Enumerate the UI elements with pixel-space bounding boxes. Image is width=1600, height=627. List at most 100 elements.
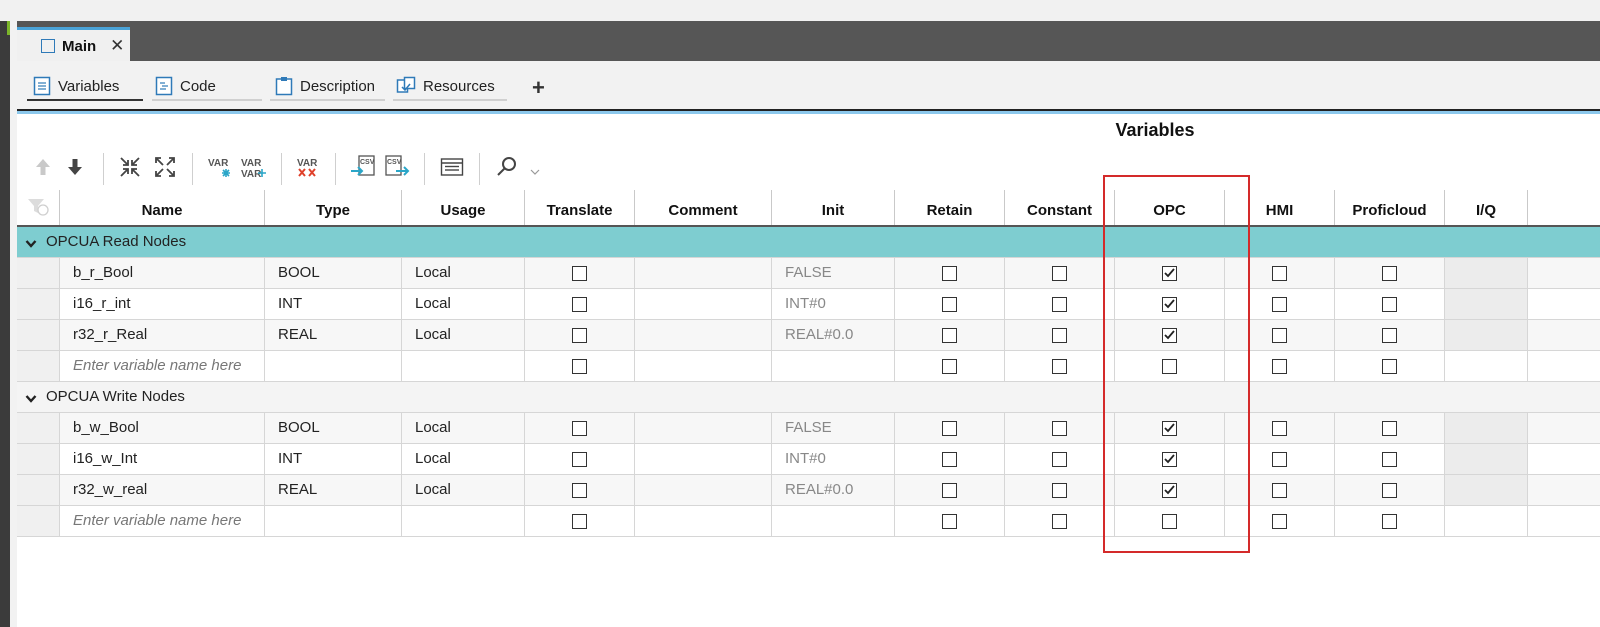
row-gutter[interactable] [17, 475, 60, 505]
move-down-icon[interactable] [60, 152, 90, 182]
usage-cell[interactable] [402, 506, 525, 536]
retain-checkbox[interactable] [942, 482, 957, 498]
column-header-name[interactable]: Name [60, 190, 265, 225]
translate-checkbox[interactable] [572, 296, 587, 312]
comment-cell[interactable] [635, 258, 772, 288]
init-cell[interactable]: INT#0 [772, 444, 895, 474]
retain-checkbox[interactable] [942, 265, 957, 281]
usage-cell[interactable]: Local [402, 413, 525, 443]
opc-checkbox[interactable] [1162, 265, 1177, 281]
hmi-checkbox[interactable] [1272, 420, 1287, 436]
comment-cell[interactable] [635, 413, 772, 443]
column-header-type[interactable]: Type [265, 190, 402, 225]
column-header-opc[interactable]: OPC [1115, 190, 1225, 225]
constant-checkbox[interactable] [1052, 296, 1067, 312]
row-gutter[interactable] [17, 258, 60, 288]
type-cell[interactable]: REAL [265, 320, 402, 350]
column-header-proficloud[interactable]: Proficloud [1335, 190, 1445, 225]
hmi-checkbox[interactable] [1272, 482, 1287, 498]
name-cell[interactable]: r32_w_real [60, 475, 265, 505]
proficloud-checkbox[interactable] [1382, 513, 1397, 529]
close-icon[interactable]: ✕ [110, 36, 125, 55]
export-csv-icon[interactable]: CSV [382, 152, 412, 182]
group-header[interactable]: OPCUA Write Nodes [17, 382, 1600, 413]
init-cell[interactable] [772, 351, 895, 381]
delete-variables-icon[interactable]: VAR [293, 152, 323, 182]
filter-column-header[interactable] [17, 190, 60, 225]
translate-checkbox[interactable] [572, 358, 587, 374]
chevron-down-icon[interactable] [25, 236, 37, 253]
translate-checkbox[interactable] [572, 420, 587, 436]
row-gutter[interactable] [17, 289, 60, 319]
import-csv-icon[interactable]: CSV [348, 152, 378, 182]
usage-cell[interactable]: Local [402, 444, 525, 474]
usage-cell[interactable] [402, 351, 525, 381]
constant-checkbox[interactable] [1052, 420, 1067, 436]
row-gutter[interactable] [17, 444, 60, 474]
hmi-checkbox[interactable] [1272, 327, 1287, 343]
chevron-down-icon[interactable] [25, 391, 37, 408]
hmi-checkbox[interactable] [1272, 358, 1287, 374]
constant-checkbox[interactable] [1052, 358, 1067, 374]
opc-checkbox[interactable] [1162, 327, 1177, 343]
table-row[interactable]: i16_w_Int INT Local INT#0 [17, 444, 1600, 475]
add-multiple-variables-icon[interactable]: VAR VAR [239, 152, 269, 182]
hmi-checkbox[interactable] [1272, 265, 1287, 281]
proficloud-checkbox[interactable] [1382, 358, 1397, 374]
group-header[interactable]: OPCUA Read Nodes [17, 227, 1600, 258]
type-cell[interactable] [265, 506, 402, 536]
hmi-checkbox[interactable] [1272, 513, 1287, 529]
row-gutter[interactable] [17, 506, 60, 536]
name-cell[interactable]: i16_r_int [60, 289, 265, 319]
search-icon[interactable] [492, 152, 522, 182]
document-tab-main[interactable]: Main ✕ [17, 27, 130, 62]
type-cell[interactable]: BOOL [265, 413, 402, 443]
retain-checkbox[interactable] [942, 420, 957, 436]
init-cell[interactable]: FALSE [772, 258, 895, 288]
constant-checkbox[interactable] [1052, 513, 1067, 529]
comment-cell[interactable] [635, 289, 772, 319]
opc-checkbox[interactable] [1162, 451, 1177, 467]
type-cell[interactable]: REAL [265, 475, 402, 505]
new-variable-row[interactable]: Enter variable name here [17, 351, 1600, 382]
translate-checkbox[interactable] [572, 265, 587, 281]
retain-checkbox[interactable] [942, 451, 957, 467]
column-header-init[interactable]: Init [772, 190, 895, 225]
name-cell[interactable]: r32_r_Real [60, 320, 265, 350]
usage-cell[interactable]: Local [402, 289, 525, 319]
type-cell[interactable]: INT [265, 289, 402, 319]
retain-checkbox[interactable] [942, 358, 957, 374]
column-layout-icon[interactable] [437, 152, 467, 182]
name-cell[interactable]: b_w_Bool [60, 413, 265, 443]
proficloud-checkbox[interactable] [1382, 265, 1397, 281]
proficloud-checkbox[interactable] [1382, 451, 1397, 467]
opc-checkbox[interactable] [1162, 420, 1177, 436]
table-row[interactable]: i16_r_int INT Local INT#0 [17, 289, 1600, 320]
name-cell[interactable]: Enter variable name here [60, 506, 265, 536]
translate-checkbox[interactable] [572, 451, 587, 467]
tab-code[interactable]: Code [152, 75, 262, 101]
search-options-chevron-icon[interactable] [527, 164, 543, 180]
tab-resources[interactable]: Resources [393, 75, 507, 101]
type-cell[interactable] [265, 351, 402, 381]
column-header-comment[interactable]: Comment [635, 190, 772, 225]
comment-cell[interactable] [635, 351, 772, 381]
comment-cell[interactable] [635, 444, 772, 474]
comment-cell[interactable] [635, 320, 772, 350]
comment-cell[interactable] [635, 506, 772, 536]
constant-checkbox[interactable] [1052, 482, 1067, 498]
init-cell[interactable]: REAL#0.0 [772, 475, 895, 505]
name-cell[interactable]: b_r_Bool [60, 258, 265, 288]
constant-checkbox[interactable] [1052, 265, 1067, 281]
tab-variables[interactable]: Variables [27, 75, 143, 101]
column-header-constant[interactable]: Constant [1005, 190, 1115, 225]
filter-icon[interactable] [27, 197, 49, 217]
opc-checkbox[interactable] [1162, 296, 1177, 312]
name-cell[interactable]: i16_w_Int [60, 444, 265, 474]
column-header-hmi[interactable]: HMI [1225, 190, 1335, 225]
add-tab-button[interactable]: + [532, 75, 545, 100]
row-gutter[interactable] [17, 351, 60, 381]
init-cell[interactable] [772, 506, 895, 536]
table-row[interactable]: b_w_Bool BOOL Local FALSE [17, 413, 1600, 444]
init-cell[interactable]: REAL#0.0 [772, 320, 895, 350]
